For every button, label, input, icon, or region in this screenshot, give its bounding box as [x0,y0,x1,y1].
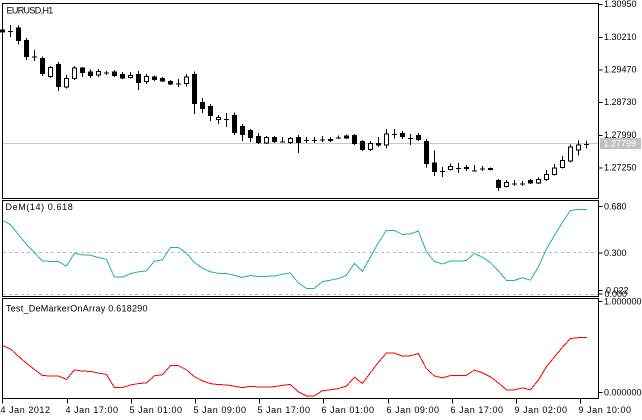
svg-text:1.28730: 1.28730 [604,97,637,107]
svg-text:5 Jan 17:00: 5 Jan 17:00 [258,405,311,415]
svg-text:1.30210: 1.30210 [604,32,637,42]
svg-text:0.300: 0.300 [604,248,627,258]
svg-text:EURUSD,H1: EURUSD,H1 [7,6,54,16]
svg-text:9 Jan 02:00: 9 Jan 02:00 [515,405,568,415]
svg-text:0.000000: 0.000000 [604,388,642,398]
svg-text:6 Jan 17:00: 6 Jan 17:00 [451,405,504,415]
svg-text:1.27990: 1.27990 [604,130,637,140]
svg-text:1.27250: 1.27250 [604,163,637,173]
svg-text:4 Jan 2012: 4 Jan 2012 [1,405,51,415]
svg-text:6 Jan 09:00: 6 Jan 09:00 [387,405,440,415]
svg-text:1.27799: 1.27799 [604,139,637,149]
svg-text:6 Jan 01:00: 6 Jan 01:00 [322,405,375,415]
svg-text:0.000: 0.000 [605,289,628,299]
svg-text:5 Jan 01:00: 5 Jan 01:00 [130,405,183,415]
svg-text:0.680: 0.680 [604,202,627,212]
svg-text:0.022: 0.022 [606,286,629,296]
svg-text:1.000000: 1.000000 [604,297,642,307]
svg-text:4 Jan 17:00: 4 Jan 17:00 [66,405,119,415]
svg-text:Test_DeMarkerOnArray 0.618290: Test_DeMarkerOnArray 0.618290 [6,303,148,313]
svg-text:1.30950: 1.30950 [604,0,637,9]
svg-text:1.29470: 1.29470 [604,65,637,75]
svg-text:DeM(14) 0.618: DeM(14) 0.618 [6,202,74,212]
svg-text:9 Jan 10:00: 9 Jan 10:00 [579,405,632,415]
svg-text:5 Jan 09:00: 5 Jan 09:00 [194,405,247,415]
